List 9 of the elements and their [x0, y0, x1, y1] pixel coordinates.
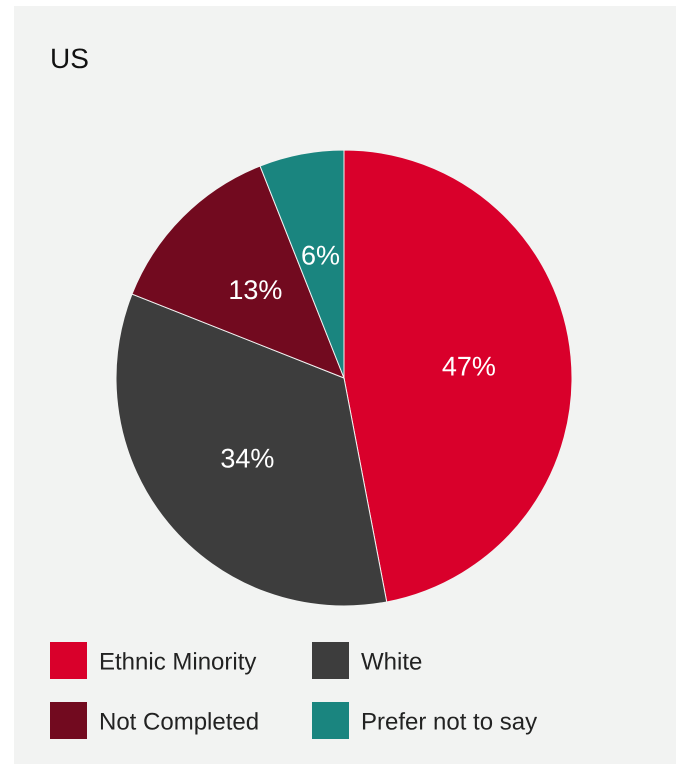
legend-label: Ethnic Minority [99, 648, 256, 676]
legend-label: White [361, 648, 422, 676]
chart-title: US [50, 42, 89, 74]
legend-label: Not Completed [99, 708, 260, 736]
data-label: 6% [300, 240, 340, 270]
data-label: 13% [228, 274, 282, 305]
legend-label: Prefer not to say [361, 708, 538, 736]
data-label: 47% [442, 352, 496, 382]
data-label: 34% [220, 443, 274, 474]
